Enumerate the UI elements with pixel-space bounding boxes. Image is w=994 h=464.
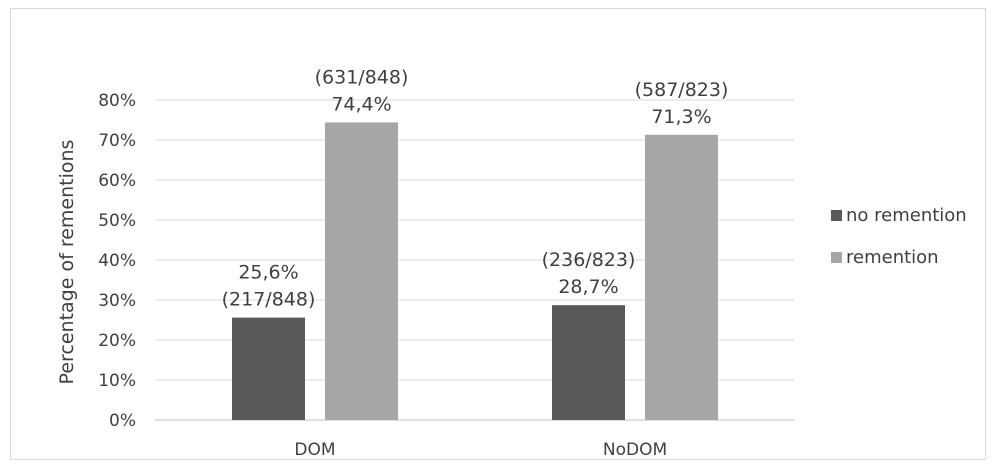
data-label: 25,6%	[238, 262, 298, 284]
bar-no-remention-NoDOM	[552, 305, 625, 420]
data-label: (587/823)	[635, 79, 729, 101]
y-axis-ticks: 0% 10% 20% 30% 40% 50% 60% 70% 80%	[98, 91, 136, 431]
x-tick-label: NoDOM	[603, 440, 667, 460]
y-tick-label: 60%	[98, 171, 136, 191]
legend-label: no remention	[846, 205, 967, 226]
y-axis-label: Percentage of rementions	[56, 140, 78, 385]
bar-no-remention-DOM	[232, 317, 305, 420]
y-tick-label: 30%	[98, 291, 136, 311]
data-label: 74,4%	[331, 93, 391, 115]
data-label: (631/848)	[315, 66, 409, 88]
chart-frame	[10, 8, 986, 460]
y-tick-label: 50%	[98, 211, 136, 231]
y-tick-label: 20%	[98, 331, 136, 351]
y-tick-label: 80%	[98, 91, 136, 111]
legend: no remention remention	[831, 205, 967, 268]
legend-swatch	[831, 210, 842, 221]
x-tick-label: DOM	[294, 440, 335, 460]
bar-remention-NoDOM	[645, 134, 718, 421]
bars	[232, 122, 718, 421]
data-label: (236/823)	[542, 249, 636, 271]
y-tick-label: 70%	[98, 131, 136, 151]
y-tick-label: 0%	[109, 411, 136, 431]
legend-label: remention	[846, 247, 939, 268]
data-label: (217/848)	[222, 289, 316, 311]
data-label: 28,7%	[558, 276, 618, 298]
data-labels: 25,6% (217/848) (631/848) 74,4% (236/823) 28,…	[222, 66, 729, 310]
bar-remention-DOM	[325, 122, 398, 421]
x-axis-ticks: DOM NoDOM	[294, 440, 667, 460]
data-label: 71,3%	[651, 106, 711, 128]
y-tick-label: 40%	[98, 251, 136, 271]
y-tick-label: 10%	[98, 371, 136, 391]
legend-swatch	[831, 252, 842, 263]
